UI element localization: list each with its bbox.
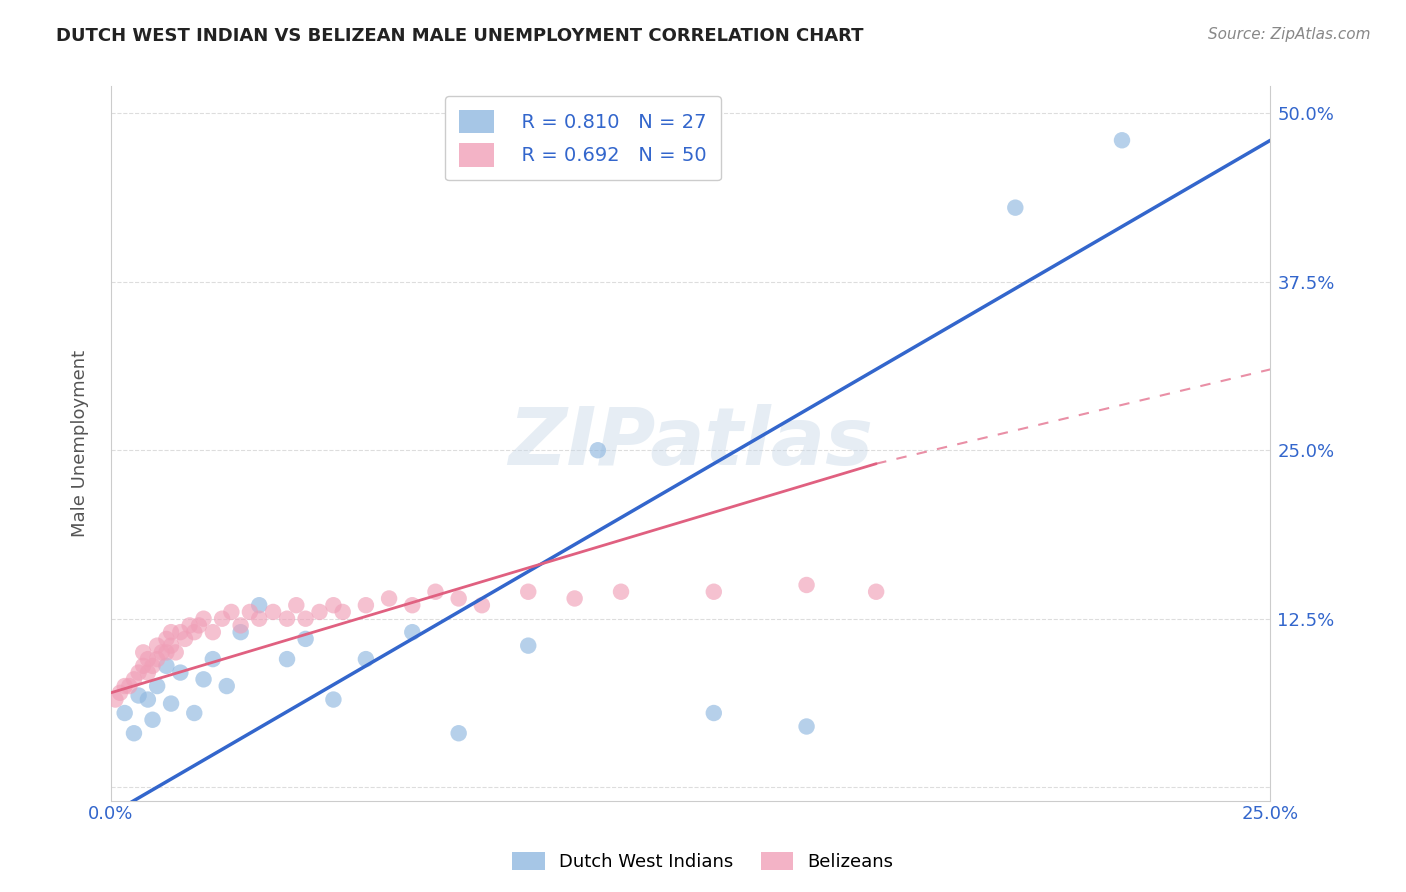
Point	[108, 686, 131, 700]
Point	[378, 591, 401, 606]
Point	[865, 584, 887, 599]
Point	[122, 673, 145, 687]
Point	[322, 692, 344, 706]
Point	[169, 665, 191, 680]
Point	[114, 706, 136, 720]
Point	[401, 625, 423, 640]
Point	[564, 591, 586, 606]
Point	[160, 625, 183, 640]
Point	[201, 625, 224, 640]
Point	[201, 652, 224, 666]
Point	[425, 584, 447, 599]
Point	[169, 625, 191, 640]
Text: Source: ZipAtlas.com: Source: ZipAtlas.com	[1208, 27, 1371, 42]
Point	[193, 673, 215, 687]
Point	[796, 578, 818, 592]
Point	[179, 618, 201, 632]
Point	[247, 598, 270, 612]
Point	[447, 726, 470, 740]
Point	[155, 645, 177, 659]
Point	[155, 658, 177, 673]
Point	[141, 658, 163, 673]
Point	[229, 618, 252, 632]
Point	[122, 726, 145, 740]
Point	[239, 605, 262, 619]
Point	[262, 605, 284, 619]
Point	[141, 713, 163, 727]
Point	[332, 605, 354, 619]
Point	[1111, 133, 1133, 147]
Point	[136, 652, 159, 666]
Point	[294, 612, 316, 626]
Point	[146, 679, 169, 693]
Point	[132, 645, 155, 659]
Point	[114, 679, 136, 693]
Point	[285, 598, 308, 612]
Point	[146, 652, 169, 666]
Legend: Dutch West Indians, Belizeans: Dutch West Indians, Belizeans	[505, 845, 901, 879]
Point	[193, 612, 215, 626]
Point	[150, 645, 173, 659]
Point	[128, 689, 150, 703]
Point	[136, 665, 159, 680]
Point	[128, 665, 150, 680]
Point	[174, 632, 197, 646]
Point	[276, 652, 298, 666]
Point	[447, 591, 470, 606]
Point	[354, 652, 377, 666]
Point	[187, 618, 209, 632]
Point	[610, 584, 633, 599]
Point	[517, 639, 540, 653]
Point	[247, 612, 270, 626]
Point	[183, 706, 205, 720]
Point	[471, 598, 494, 612]
Point	[308, 605, 330, 619]
Point	[354, 598, 377, 612]
Point	[401, 598, 423, 612]
Y-axis label: Male Unemployment: Male Unemployment	[72, 350, 89, 537]
Point	[183, 625, 205, 640]
Point	[703, 584, 725, 599]
Legend:   R = 0.810   N = 27,   R = 0.692   N = 50: R = 0.810 N = 27, R = 0.692 N = 50	[446, 96, 721, 180]
Text: DUTCH WEST INDIAN VS BELIZEAN MALE UNEMPLOYMENT CORRELATION CHART: DUTCH WEST INDIAN VS BELIZEAN MALE UNEMP…	[56, 27, 863, 45]
Point	[294, 632, 316, 646]
Point	[276, 612, 298, 626]
Point	[132, 658, 155, 673]
Point	[517, 584, 540, 599]
Point	[160, 697, 183, 711]
Point	[165, 645, 187, 659]
Point	[796, 719, 818, 733]
Text: ZIPatlas: ZIPatlas	[508, 404, 873, 483]
Point	[215, 679, 238, 693]
Point	[118, 679, 141, 693]
Point	[146, 639, 169, 653]
Point	[1004, 201, 1026, 215]
Point	[211, 612, 233, 626]
Point	[155, 632, 177, 646]
Point	[703, 706, 725, 720]
Point	[104, 692, 127, 706]
Point	[221, 605, 243, 619]
Point	[229, 625, 252, 640]
Point	[322, 598, 344, 612]
Point	[136, 692, 159, 706]
Point	[586, 443, 609, 458]
Point	[160, 639, 183, 653]
